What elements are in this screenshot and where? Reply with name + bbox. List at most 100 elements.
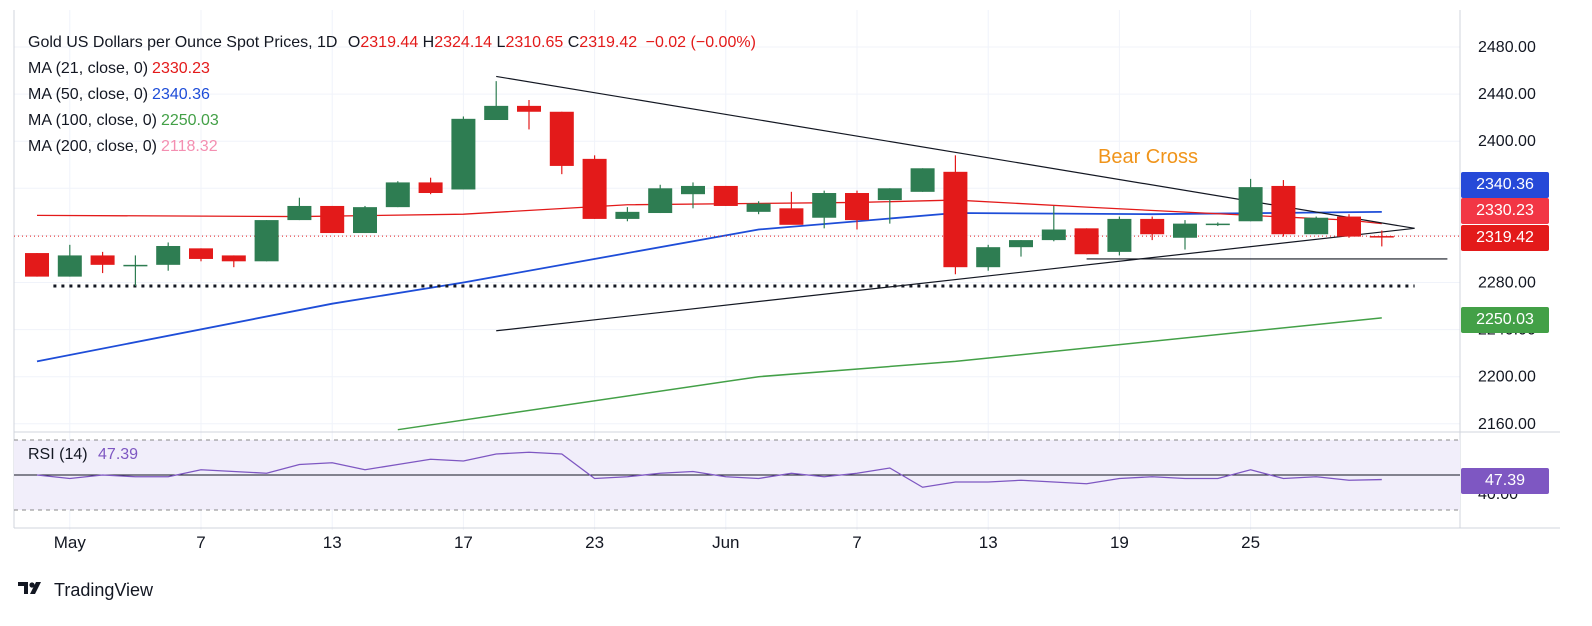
- price-label-ma50: 2340.36: [1461, 172, 1549, 198]
- candle-body: [943, 171, 968, 268]
- y-tick-label: 2480.00: [1478, 39, 1536, 56]
- low-value: 2310.65: [505, 34, 564, 51]
- ma100-line: [397, 317, 1382, 431]
- symbol-title: Gold US Dollars per Ounce Spot Prices, 1…: [28, 34, 338, 51]
- candle-body: [287, 205, 312, 221]
- candle-body: [484, 105, 509, 121]
- open-label: O: [347, 34, 361, 51]
- x-tick-label: 13: [323, 533, 342, 552]
- ma50-line: [36, 210, 1382, 363]
- ma100-legend[interactable]: MA (100, close, 0) 2250.03: [28, 108, 756, 134]
- candle-body: [976, 247, 1001, 268]
- tradingview-brand[interactable]: TradingView: [18, 580, 153, 601]
- candle-body: [1369, 236, 1394, 238]
- candle-body: [451, 118, 476, 190]
- candle-body: [156, 245, 181, 265]
- ma21-line: [36, 199, 1382, 225]
- ma200-label: MA (200, close, 0): [28, 138, 157, 155]
- high-label: H: [422, 34, 435, 51]
- candle-body: [713, 185, 738, 206]
- price-label-ma21: 2330.23: [1461, 198, 1549, 224]
- candle-body: [1205, 223, 1230, 226]
- candle-body: [1173, 223, 1197, 238]
- price-label-last: 2319.42: [1461, 225, 1549, 251]
- ohlc-row: Gold US Dollars per Ounce Spot Prices, 1…: [28, 30, 756, 56]
- ma100-label: MA (100, close, 0): [28, 112, 157, 129]
- rsi-panel: 40.00: [14, 439, 1518, 511]
- candle-body: [1271, 185, 1296, 235]
- x-tick-label: May: [54, 533, 87, 552]
- y-tick-label: 2440.00: [1478, 86, 1536, 103]
- candle-body: [1238, 187, 1263, 222]
- candle-body: [648, 188, 673, 214]
- candle-body: [779, 208, 804, 225]
- change-value: −0.02 (−0.00%): [645, 34, 756, 51]
- x-tick-label: 7: [852, 533, 861, 552]
- x-tick-label: 23: [585, 533, 604, 552]
- ma50-legend[interactable]: MA (50, close, 0) 2340.36: [28, 82, 756, 108]
- candles: [25, 81, 1394, 287]
- x-tick-label: 17: [454, 533, 473, 552]
- candle-body: [254, 220, 279, 262]
- candle-body: [615, 211, 640, 219]
- ma21-label: MA (21, close, 0): [28, 60, 149, 77]
- candle-body: [189, 248, 213, 259]
- bear-cross-annotation: Bear Cross: [1098, 146, 1198, 168]
- ma21-legend[interactable]: MA (21, close, 0) 2330.23: [28, 56, 756, 82]
- rsi-label: RSI (14): [28, 446, 88, 463]
- close-value: 2319.42: [579, 34, 638, 51]
- candle-body: [549, 111, 574, 166]
- y-tick-label: 2160.00: [1478, 416, 1536, 433]
- candle-body: [681, 185, 705, 195]
- open-value: 2319.44: [360, 34, 419, 51]
- candle-body: [746, 203, 771, 212]
- candle-body: [1074, 228, 1099, 255]
- ma21-value: 2330.23: [152, 60, 210, 77]
- candle-body: [812, 193, 837, 218]
- price-label-ma100: 2250.03: [1461, 307, 1549, 333]
- low-label: L: [496, 34, 506, 51]
- ma100-value: 2250.03: [160, 112, 219, 129]
- close-label: C: [567, 34, 580, 51]
- x-tick-label: 7: [196, 533, 205, 552]
- candle-body: [877, 188, 902, 201]
- y-tick-label: 2400.00: [1478, 133, 1536, 150]
- candle-body: [1041, 229, 1066, 241]
- candle-body: [1107, 218, 1132, 252]
- y-tick-label: 2280.00: [1478, 275, 1536, 292]
- candle-body: [517, 105, 541, 112]
- x-tick-label: 13: [979, 533, 998, 552]
- ma200-legend[interactable]: MA (200, close, 0) 2118.32: [28, 134, 756, 160]
- candle-body: [582, 158, 607, 219]
- candle-body: [25, 253, 49, 277]
- ma200-value: 2118.32: [160, 138, 218, 155]
- candle-body: [57, 255, 82, 277]
- brand-name: TradingView: [54, 580, 154, 600]
- ma50-label: MA (50, close, 0): [28, 86, 149, 103]
- triangle-lower-line: [496, 227, 1415, 332]
- candle-body: [1337, 216, 1361, 237]
- candle-body: [1304, 217, 1329, 235]
- candle-body: [123, 264, 148, 267]
- rsi-line: [36, 451, 1382, 488]
- candle-body: [353, 207, 377, 234]
- rsi-legend[interactable]: RSI (14) 47.39: [28, 446, 138, 464]
- rsi-value: 47.39: [98, 446, 139, 463]
- candle-body: [90, 255, 115, 265]
- y-tick-label: 2200.00: [1478, 369, 1536, 386]
- candle-body: [1009, 240, 1033, 248]
- candle-body: [385, 182, 410, 208]
- x-tick-label: 25: [1241, 533, 1260, 552]
- candle-body: [1140, 218, 1165, 235]
- candle-body: [418, 182, 443, 194]
- ma50-value: 2340.36: [152, 86, 210, 103]
- x-tick-label: 19: [1110, 533, 1129, 552]
- candle-body: [221, 255, 246, 262]
- x-axis: May 7 13 17 23 Jun 7 13 19 25: [54, 533, 1260, 552]
- candle-body: [845, 193, 869, 221]
- chart-legend: Gold US Dollars per Ounce Spot Prices, 1…: [28, 30, 756, 160]
- rsi-badge: 47.39: [1461, 468, 1549, 494]
- tradingview-logo-icon: [18, 580, 48, 601]
- candle-body: [320, 205, 345, 234]
